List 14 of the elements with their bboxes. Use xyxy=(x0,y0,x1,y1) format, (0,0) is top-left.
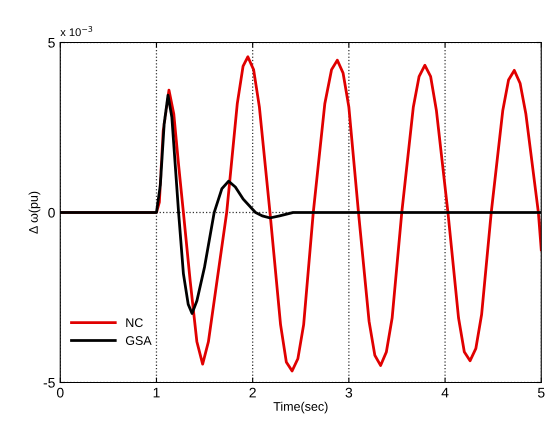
y-tick-label: -5 xyxy=(44,378,55,388)
legend-label: NC xyxy=(126,318,143,328)
x-tick-label: 5 xyxy=(538,388,545,398)
x-tick-label: 1 xyxy=(154,388,160,398)
x-tick-label: 2 xyxy=(250,388,256,398)
y-tick-label: 5 xyxy=(48,38,55,48)
y-axis-title: Δ ω(pu) xyxy=(28,192,40,234)
legend-label: GSA xyxy=(126,336,152,345)
text: x 10$^{−3}$ xyxy=(60,26,92,36)
x-tick-label: 3 xyxy=(346,388,352,398)
y-tick-label: 0 xyxy=(48,208,55,218)
x-tick-label: 4 xyxy=(442,388,449,398)
x-axis-title: Time(sec) xyxy=(274,402,328,414)
x-tick-label: 0 xyxy=(56,388,64,398)
